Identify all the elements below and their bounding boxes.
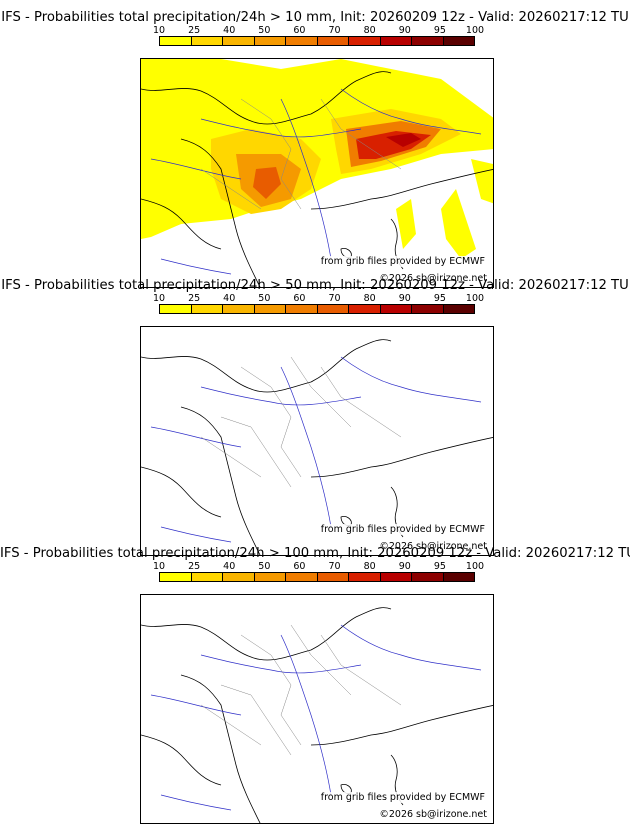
colorbar-tick-label: 10 xyxy=(152,293,166,304)
colorbar-segment xyxy=(286,305,318,313)
colorbar-tick-label: 50 xyxy=(258,561,271,572)
borders xyxy=(200,356,402,488)
credit-copyright: ©2026 sb@irizone.net xyxy=(377,273,489,284)
map-graphic xyxy=(141,339,493,555)
map-panel-50mm: IFS - Probabilities total precipitation/… xyxy=(0,278,630,556)
colorbar-tick-label: 100 xyxy=(465,25,485,36)
colorbar-segment xyxy=(223,573,255,581)
colorbar-tick-label: 70 xyxy=(328,25,341,36)
colorbar-tick-label: 40 xyxy=(223,25,236,36)
colorbar-segment xyxy=(317,573,349,581)
colorbar xyxy=(159,304,475,314)
map-graphic xyxy=(141,59,493,287)
colorbar-tick-label: 70 xyxy=(328,561,341,572)
colorbar-segment xyxy=(349,573,381,581)
colorbar-tick-label: 60 xyxy=(293,293,306,304)
colorbar-tick-label: 50 xyxy=(258,25,271,36)
coastlines xyxy=(141,71,493,287)
credit-source: from grib files provided by ECMWF xyxy=(318,256,487,267)
panel-title: IFS - Probabilities total precipitation/… xyxy=(1,10,629,25)
colorbar-tick-label: 10 xyxy=(152,561,166,572)
colorbar-tick-label: 90 xyxy=(398,293,411,304)
map-panel-100mm: IFS - Probabilities total precipitation/… xyxy=(0,546,630,824)
colorbar xyxy=(159,572,475,582)
colorbar xyxy=(159,36,475,46)
colorbar-segment xyxy=(223,37,255,45)
colorbar-tick-label: 95 xyxy=(433,25,446,36)
colorbar-tick-label: 40 xyxy=(223,561,236,572)
colorbar-segment xyxy=(191,573,223,581)
rivers xyxy=(150,356,482,543)
colorbar-segment xyxy=(380,573,412,581)
colorbar-tick-label: 100 xyxy=(465,561,485,572)
colorbar-segment xyxy=(380,37,412,45)
colorbar-tick-label: 80 xyxy=(363,293,376,304)
colorbar-tick-label: 80 xyxy=(363,561,376,572)
colorbar-segment xyxy=(349,37,381,45)
colorbar-segment xyxy=(160,305,192,313)
colorbar-segment xyxy=(317,37,349,45)
probability-map: from grib files provided by ECMWF ©2026 … xyxy=(140,326,494,556)
colorbar-tick-label: 90 xyxy=(398,25,411,36)
colorbar-segment xyxy=(254,305,286,313)
colorbar-segment xyxy=(254,573,286,581)
colorbar-tick-label: 95 xyxy=(433,293,446,304)
colorbar-segment xyxy=(254,37,286,45)
colorbar-tick-label: 25 xyxy=(188,293,201,304)
colorbar-tick-label: 100 xyxy=(465,293,485,304)
colorbar-segment xyxy=(286,573,318,581)
colorbar-segment xyxy=(160,37,192,45)
colorbar-tick-label: 60 xyxy=(293,561,306,572)
colorbar-segment xyxy=(380,305,412,313)
colorbar-tick-label: 25 xyxy=(188,561,201,572)
colorbar-segment xyxy=(412,573,444,581)
colorbar-ticks: 10 25 40 50 60 70 80 90 95 100 xyxy=(153,293,484,304)
colorbar-segment xyxy=(349,305,381,313)
credit-source: from grib files provided by ECMWF xyxy=(318,524,487,535)
rivers xyxy=(150,88,482,275)
colorbar-ticks: 10 25 40 50 60 70 80 90 95 100 xyxy=(153,561,484,572)
colorbar-tick-label: 90 xyxy=(398,561,411,572)
colorbar-segment xyxy=(443,573,474,581)
panel-title: IFS - Probabilities total precipitation/… xyxy=(0,546,630,561)
colorbar-tick-label: 80 xyxy=(363,25,376,36)
colorbar-tick-label: 60 xyxy=(293,25,306,36)
probability-map: from grib files provided by ECMWF ©2026 … xyxy=(140,594,494,824)
credit-copyright: ©2026 sb@irizone.net xyxy=(377,809,489,820)
borders xyxy=(200,624,402,756)
map-graphic xyxy=(141,607,493,823)
colorbar-segment xyxy=(443,37,474,45)
colorbar-tick-label: 70 xyxy=(328,293,341,304)
colorbar-tick-label: 50 xyxy=(258,293,271,304)
credit-source: from grib files provided by ECMWF xyxy=(318,792,487,803)
map-panel-10mm: IFS - Probabilities total precipitation/… xyxy=(0,10,630,288)
colorbar-ticks: 10 25 40 50 60 70 80 90 95 100 xyxy=(153,25,484,36)
colorbar-segment xyxy=(443,305,474,313)
colorbar-segment xyxy=(317,305,349,313)
panel-title: IFS - Probabilities total precipitation/… xyxy=(1,278,629,293)
colorbar-tick-label: 40 xyxy=(223,293,236,304)
colorbar-segment xyxy=(412,305,444,313)
colorbar-tick-label: 25 xyxy=(188,25,201,36)
colorbar-segment xyxy=(160,573,192,581)
colorbar-segment xyxy=(412,37,444,45)
colorbar-segment xyxy=(191,305,223,313)
colorbar-segment xyxy=(191,37,223,45)
colorbar-tick-label: 95 xyxy=(433,561,446,572)
colorbar-segment xyxy=(223,305,255,313)
credit-copyright: ©2026 sb@irizone.net xyxy=(377,541,489,552)
borders xyxy=(200,98,402,210)
probability-map: from grib files provided by ECMWF ©2026 … xyxy=(140,58,494,288)
colorbar-segment xyxy=(286,37,318,45)
rivers xyxy=(150,624,482,811)
colorbar-tick-label: 10 xyxy=(152,25,166,36)
